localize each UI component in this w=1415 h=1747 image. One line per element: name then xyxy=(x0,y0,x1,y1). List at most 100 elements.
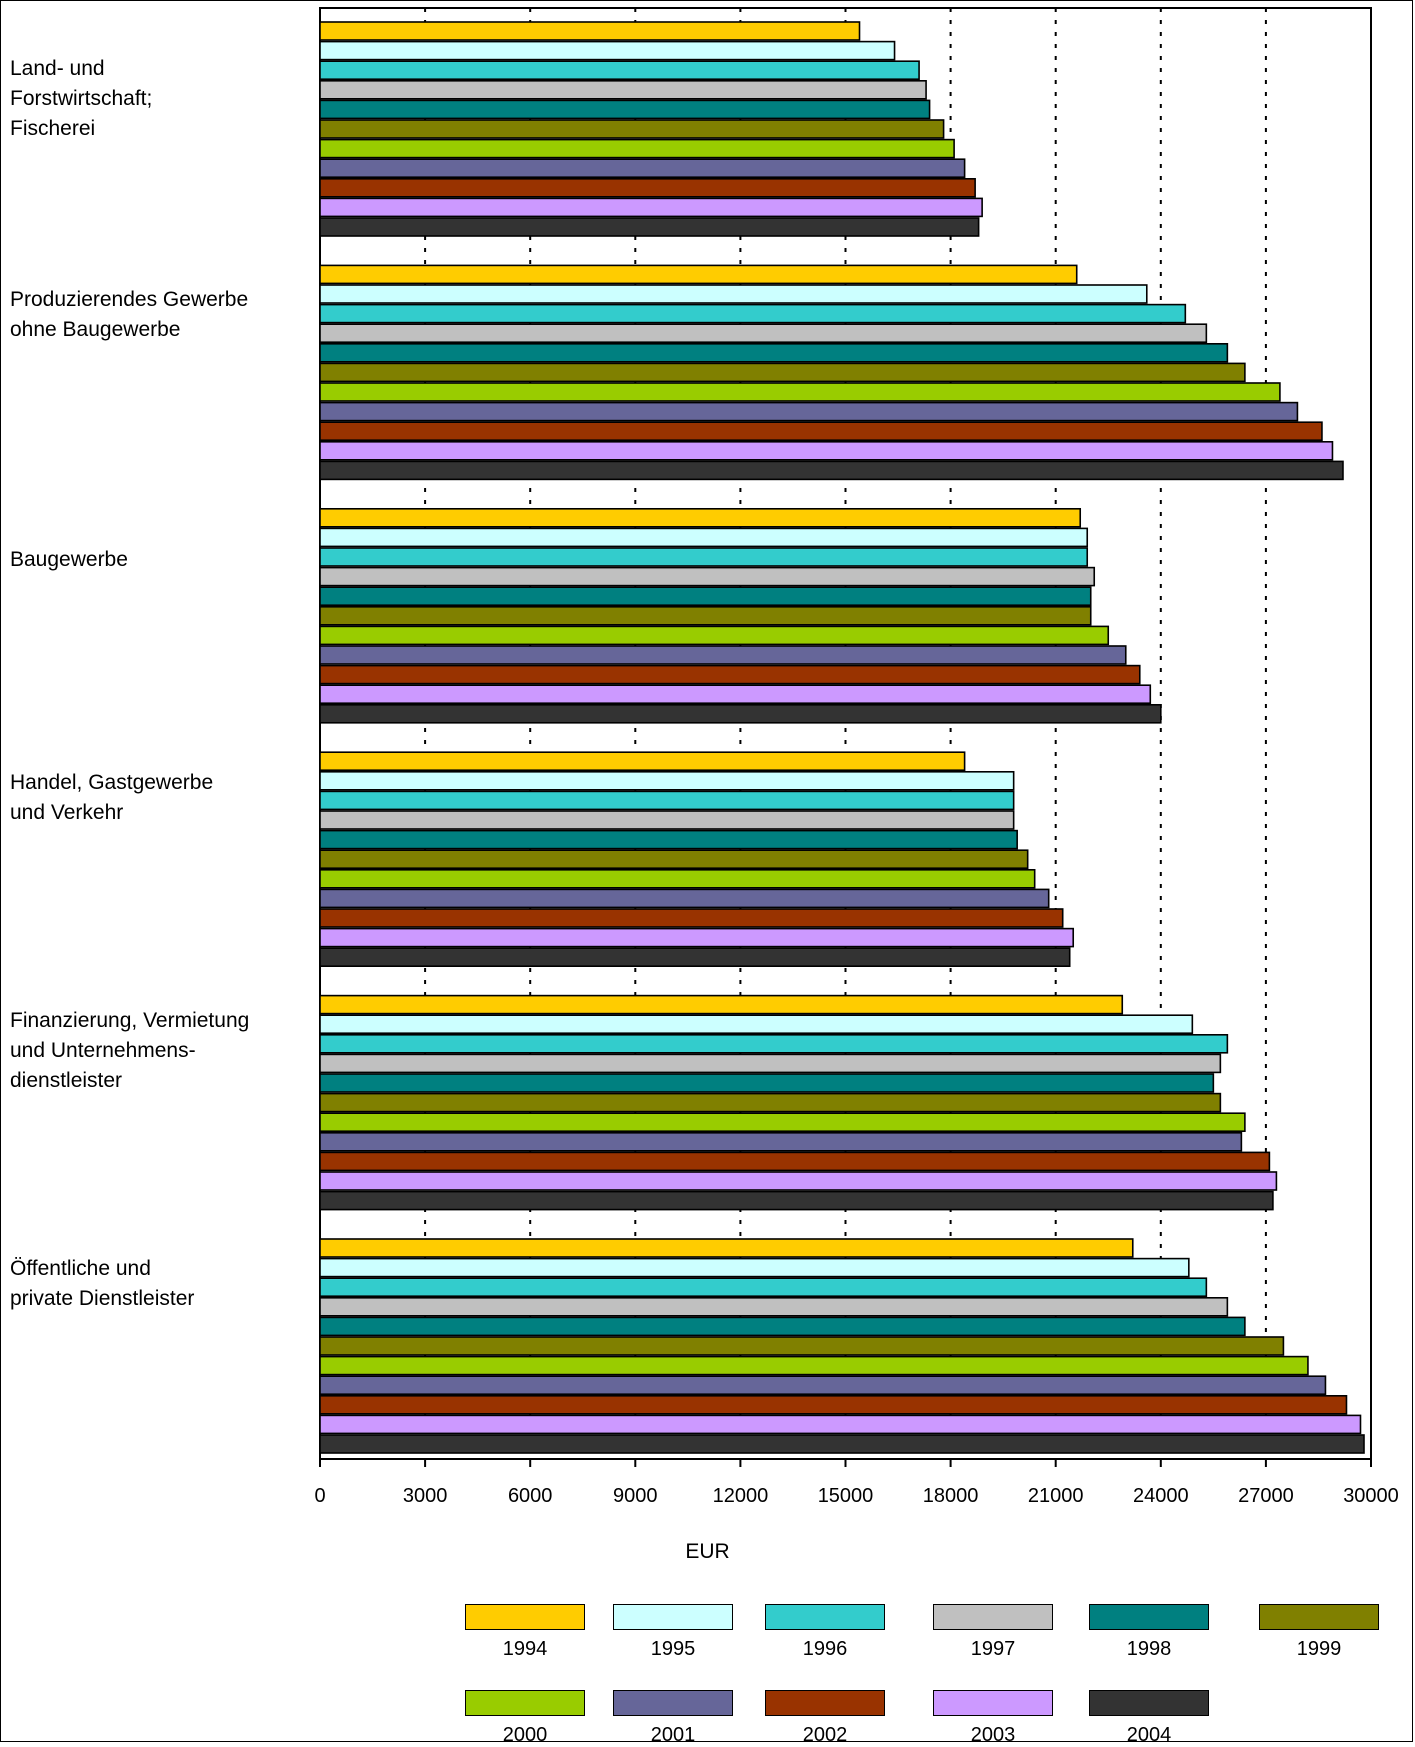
bar-2001-cat-4 xyxy=(319,1132,1243,1152)
bar-2003-cat-3 xyxy=(319,927,1075,948)
legend-label-2001: 2001 xyxy=(650,1724,696,1746)
bar-1999-cat-2 xyxy=(319,605,1092,626)
legend-swatch-1996 xyxy=(765,1604,885,1630)
legend-label-1994: 1994 xyxy=(502,1638,548,1660)
bar-2003-cat-1 xyxy=(319,440,1334,461)
bar-2000-cat-3 xyxy=(319,868,1036,889)
bar-2000-cat-4 xyxy=(319,1112,1246,1132)
x-tick-label-27000: 27000 xyxy=(1238,1485,1294,1507)
bar-2001-cat-3 xyxy=(319,888,1050,909)
bar-2004-cat-4 xyxy=(319,1190,1274,1211)
bar-2000-cat-2 xyxy=(319,625,1110,646)
legend-item-1999: 1999 xyxy=(1259,1604,1379,1661)
bar-1995-cat-2 xyxy=(319,527,1089,548)
legend-item-1998: 1998 xyxy=(1089,1604,1209,1661)
legend-label-2002: 2002 xyxy=(802,1724,848,1746)
bar-1996-cat-3 xyxy=(319,790,1015,811)
legend-swatch-2004 xyxy=(1089,1690,1209,1716)
legend-swatch-1997 xyxy=(933,1604,1053,1630)
bar-2003-cat-5 xyxy=(319,1414,1362,1435)
category-label-0: Land- und Forstwirtschaft; Fischerei xyxy=(10,57,153,140)
legend-label-1995: 1995 xyxy=(650,1638,696,1660)
x-axis-label: EUR xyxy=(685,1540,730,1563)
legend-item-2002: 2002 xyxy=(765,1690,885,1747)
x-tick-label-9000: 9000 xyxy=(613,1485,658,1507)
bar-1994-cat-3 xyxy=(319,751,966,772)
legend-swatch-1999 xyxy=(1259,1604,1379,1630)
legend-item-2004: 2004 xyxy=(1089,1690,1209,1747)
category-label-3: Handel, Gastgewerbe und Verkehr xyxy=(10,771,214,824)
bar-1999-cat-1 xyxy=(319,362,1246,383)
bar-2003-cat-0 xyxy=(319,197,983,218)
legend-item-2000: 2000 xyxy=(465,1690,585,1747)
bar-2003-cat-4 xyxy=(319,1171,1278,1191)
bar-1996-cat-1 xyxy=(319,303,1187,324)
legend-label-1997: 1997 xyxy=(970,1638,1016,1660)
legend-item-1994: 1994 xyxy=(465,1604,585,1661)
bar-2000-cat-0 xyxy=(319,138,955,159)
x-tick-label-18000: 18000 xyxy=(923,1485,979,1507)
bar-1998-cat-0 xyxy=(319,99,931,120)
bar-2000-cat-1 xyxy=(319,382,1281,402)
bar-1994-cat-1 xyxy=(319,264,1078,285)
x-tick-label-24000: 24000 xyxy=(1133,1485,1189,1507)
legend-label-2003: 2003 xyxy=(970,1724,1016,1746)
bar-1995-cat-1 xyxy=(319,284,1148,304)
bar-2002-cat-4 xyxy=(319,1151,1271,1172)
bar-1996-cat-5 xyxy=(319,1277,1208,1297)
bar-1997-cat-3 xyxy=(319,810,1015,830)
bar-1999-cat-4 xyxy=(319,1092,1222,1113)
legend-label-1996: 1996 xyxy=(802,1638,848,1660)
category-label-1: Produzierendes Gewerbe ohne Baugewerbe xyxy=(10,288,249,341)
bar-2004-cat-2 xyxy=(319,703,1162,724)
x-tick-label-21000: 21000 xyxy=(1028,1485,1084,1507)
legend-item-2001: 2001 xyxy=(613,1690,733,1747)
legend-swatch-1995 xyxy=(613,1604,733,1630)
bar-1996-cat-0 xyxy=(319,60,920,81)
bar-1998-cat-4 xyxy=(319,1073,1215,1093)
bar-2003-cat-2 xyxy=(319,684,1152,705)
bar-1997-cat-0 xyxy=(319,80,927,100)
bar-1998-cat-5 xyxy=(319,1316,1246,1337)
x-tick-label-3000: 3000 xyxy=(403,1485,448,1507)
bar-1996-cat-2 xyxy=(319,547,1089,567)
bar-1998-cat-1 xyxy=(319,342,1229,363)
legend-swatch-1994 xyxy=(465,1604,585,1630)
legend-item-2003: 2003 xyxy=(933,1690,1053,1747)
legend-swatch-2002 xyxy=(765,1690,885,1716)
bar-1998-cat-3 xyxy=(319,829,1018,850)
bar-2004-cat-1 xyxy=(319,460,1344,481)
bar-1994-cat-4 xyxy=(319,994,1124,1015)
bar-2001-cat-5 xyxy=(319,1375,1327,1395)
bar-1997-cat-2 xyxy=(319,566,1096,587)
bar-2000-cat-5 xyxy=(319,1355,1309,1376)
x-tick-label-30000: 30000 xyxy=(1343,1485,1399,1507)
bar-1999-cat-5 xyxy=(319,1336,1285,1356)
x-tick-label-6000: 6000 xyxy=(508,1485,553,1507)
bar-1995-cat-0 xyxy=(319,40,896,61)
legend-label-2000: 2000 xyxy=(502,1724,548,1746)
bar-1994-cat-5 xyxy=(319,1238,1134,1258)
legend-swatch-1998 xyxy=(1089,1604,1209,1630)
bar-1997-cat-5 xyxy=(319,1297,1229,1317)
category-label-2: Baugewerbe xyxy=(10,548,128,571)
bar-1999-cat-3 xyxy=(319,849,1029,870)
legend-item-1996: 1996 xyxy=(765,1604,885,1661)
category-label-4: Finanzierung, Vermietung und Unternehmen… xyxy=(10,1009,250,1092)
legend-label-2004: 2004 xyxy=(1126,1724,1172,1746)
bar-2001-cat-2 xyxy=(319,645,1127,665)
bar-1994-cat-0 xyxy=(319,21,861,41)
bar-2002-cat-5 xyxy=(319,1395,1348,1415)
bar-2004-cat-0 xyxy=(319,217,980,237)
bar-1996-cat-4 xyxy=(319,1034,1229,1054)
category-label-5: Öffentliche und private Dienstleister xyxy=(10,1257,195,1310)
legend-swatch-2001 xyxy=(613,1690,733,1716)
bar-1999-cat-0 xyxy=(319,119,945,139)
legend-label-1998: 1998 xyxy=(1126,1638,1172,1660)
bar-1998-cat-2 xyxy=(319,586,1092,607)
x-tick-label-0: 0 xyxy=(314,1485,325,1507)
bar-2002-cat-1 xyxy=(319,421,1323,442)
legend-item-1995: 1995 xyxy=(613,1604,733,1661)
